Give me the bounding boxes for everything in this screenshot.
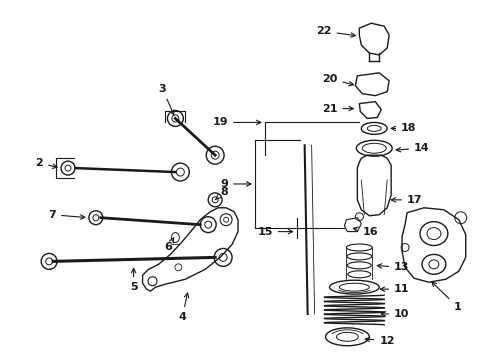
Text: 4: 4 [178,293,188,322]
Text: 17: 17 [390,195,422,205]
Text: 10: 10 [381,309,408,319]
Text: 15: 15 [257,226,292,237]
Text: 21: 21 [321,104,353,113]
Text: 14: 14 [395,143,429,153]
Text: 11: 11 [380,284,409,294]
Text: 20: 20 [322,74,353,86]
Text: 13: 13 [377,262,408,272]
Text: 12: 12 [365,336,394,346]
Text: 9: 9 [220,179,250,189]
Text: 19: 19 [212,117,260,127]
Text: 1: 1 [431,282,461,312]
Text: 18: 18 [390,123,416,134]
Text: 7: 7 [48,210,85,220]
Text: 22: 22 [315,26,355,37]
Text: 8: 8 [215,187,227,200]
Text: 3: 3 [158,84,174,115]
Text: 6: 6 [164,237,174,252]
Text: 16: 16 [353,226,377,237]
Text: 2: 2 [35,158,57,168]
Text: 5: 5 [129,268,137,292]
